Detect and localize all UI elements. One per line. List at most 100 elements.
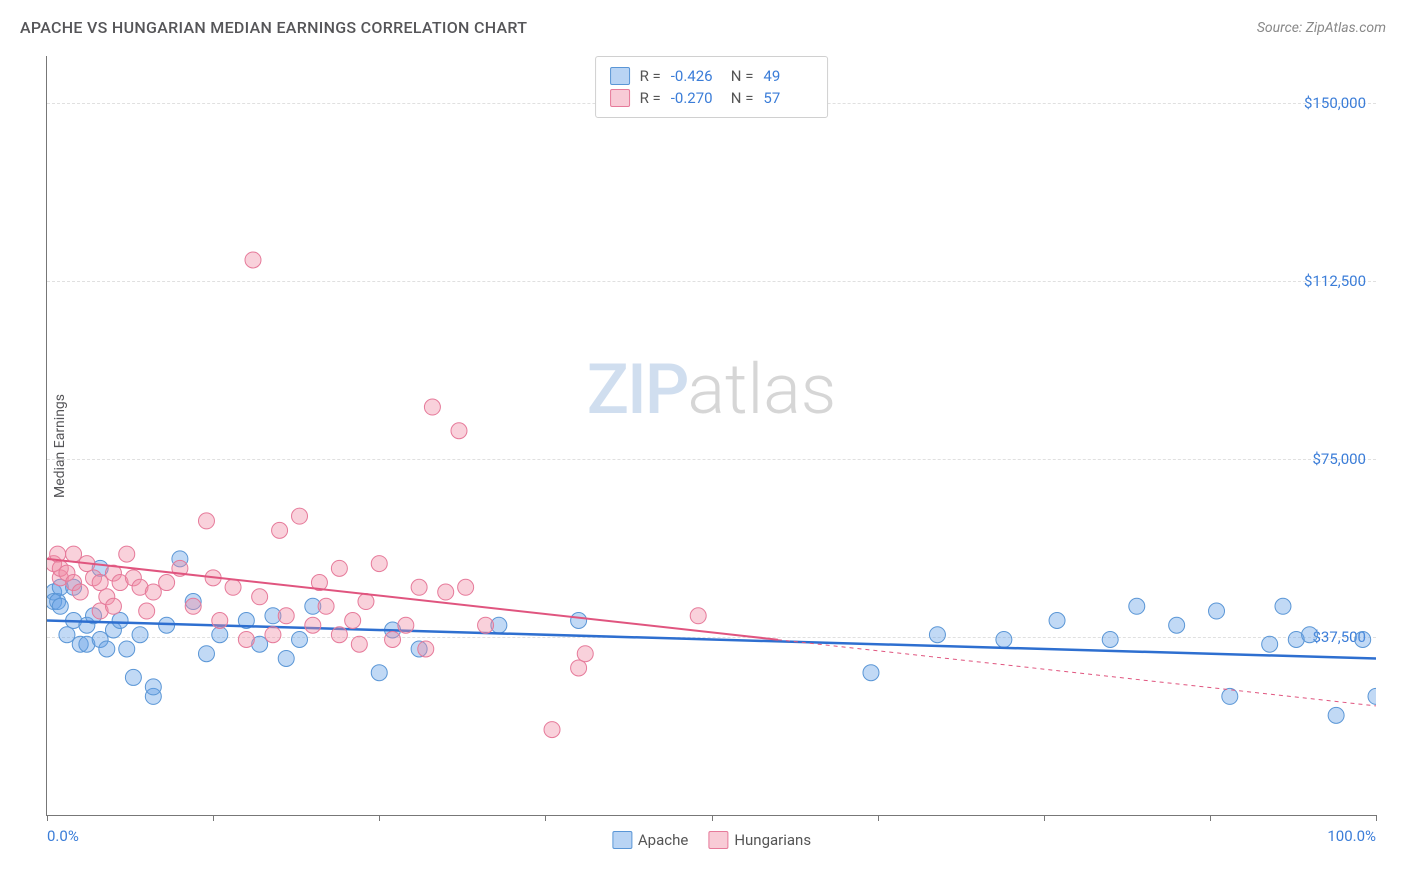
x-tick <box>1210 815 1211 821</box>
x-tick-label: 100.0% <box>1327 827 1376 845</box>
scatter-point <box>145 679 161 695</box>
scatter-point <box>1328 707 1344 723</box>
scatter-point <box>119 546 135 562</box>
x-tick <box>1044 815 1045 821</box>
scatter-point <box>577 646 593 662</box>
x-tick <box>712 815 713 821</box>
scatter-point <box>278 650 294 666</box>
legend-bottom: Apache Hungarians <box>612 831 811 849</box>
scatter-point <box>52 598 68 614</box>
scatter-point <box>265 627 281 643</box>
chart-header: APACHE VS HUNGARIAN MEDIAN EARNINGS CORR… <box>0 0 1406 47</box>
scatter-point <box>139 603 155 619</box>
scatter-point <box>418 641 434 657</box>
scatter-point <box>198 646 214 662</box>
swatch-pink-icon <box>610 89 630 107</box>
scatter-point <box>1355 631 1371 647</box>
scatter-point <box>59 627 75 643</box>
scatter-point <box>252 589 268 605</box>
scatter-point <box>345 613 361 629</box>
scatter-point <box>690 608 706 624</box>
scatter-point <box>72 584 88 600</box>
swatch-pink-icon <box>708 831 728 849</box>
scatter-point <box>331 627 347 643</box>
x-tick <box>545 815 546 821</box>
scatter-point <box>66 546 82 562</box>
legend-n-label: N = <box>731 67 754 85</box>
scatter-point <box>292 631 308 647</box>
scatter-point <box>458 579 474 595</box>
scatter-point <box>929 627 945 643</box>
scatter-point <box>212 613 228 629</box>
scatter-point <box>185 598 201 614</box>
scatter-point <box>424 399 440 415</box>
legend-item-hungarians: Hungarians <box>708 831 811 849</box>
scatter-point <box>1102 631 1118 647</box>
scatter-point <box>351 636 367 652</box>
legend-row-hungarians: R = -0.270 N = 57 <box>610 87 814 109</box>
scatter-point <box>571 613 587 629</box>
swatch-blue-icon <box>610 67 630 85</box>
scatter-svg <box>47 56 1376 815</box>
scatter-point <box>438 584 454 600</box>
scatter-point <box>996 631 1012 647</box>
x-tick <box>213 815 214 821</box>
chart-plot-area: ZIPatlas R = -0.426 N = 49 R = -0.270 N … <box>46 56 1376 816</box>
x-tick-label: 0.0% <box>47 827 79 845</box>
scatter-point <box>92 575 108 591</box>
scatter-point <box>238 631 254 647</box>
scatter-point <box>99 641 115 657</box>
legend-n-value-hungarians: 57 <box>763 89 813 107</box>
scatter-point <box>105 598 121 614</box>
x-tick <box>47 815 48 821</box>
scatter-point <box>385 631 401 647</box>
legend-label-apache: Apache <box>638 831 688 849</box>
chart-source: Source: ZipAtlas.com <box>1257 20 1386 36</box>
scatter-point <box>1262 636 1278 652</box>
scatter-point <box>119 641 135 657</box>
scatter-point <box>1209 603 1225 619</box>
scatter-point <box>1169 617 1185 633</box>
scatter-point <box>398 617 414 633</box>
scatter-point <box>411 579 427 595</box>
scatter-point <box>159 575 175 591</box>
scatter-point <box>331 560 347 576</box>
scatter-point <box>272 522 288 538</box>
scatter-point <box>278 608 294 624</box>
scatter-point <box>225 579 241 595</box>
legend-r-label: R = <box>640 89 661 107</box>
scatter-point <box>318 598 334 614</box>
legend-r-value-apache: -0.426 <box>671 67 721 85</box>
scatter-point <box>1368 688 1376 704</box>
scatter-point <box>571 660 587 676</box>
legend-correlation-box: R = -0.426 N = 49 R = -0.270 N = 57 <box>595 56 829 118</box>
x-tick <box>379 815 380 821</box>
scatter-point <box>198 513 214 529</box>
scatter-point <box>1222 688 1238 704</box>
legend-n-value-apache: 49 <box>763 67 813 85</box>
legend-r-label: R = <box>640 67 661 85</box>
scatter-point <box>1129 598 1145 614</box>
x-tick <box>1376 815 1377 821</box>
scatter-point <box>358 594 374 610</box>
scatter-point <box>863 665 879 681</box>
legend-n-label: N = <box>731 89 754 107</box>
scatter-point <box>1049 613 1065 629</box>
scatter-point <box>305 617 321 633</box>
scatter-point <box>478 617 494 633</box>
scatter-point <box>544 722 560 738</box>
scatter-point <box>292 508 308 524</box>
scatter-point <box>451 423 467 439</box>
swatch-blue-icon <box>612 831 632 849</box>
legend-r-value-hungarians: -0.270 <box>671 89 721 107</box>
legend-row-apache: R = -0.426 N = 49 <box>610 65 814 87</box>
scatter-point <box>1302 627 1318 643</box>
scatter-point <box>371 665 387 681</box>
scatter-point <box>145 584 161 600</box>
scatter-point <box>371 556 387 572</box>
scatter-point <box>212 627 228 643</box>
x-tick <box>878 815 879 821</box>
legend-label-hungarians: Hungarians <box>734 831 811 849</box>
scatter-point <box>125 669 141 685</box>
scatter-point <box>245 252 261 268</box>
